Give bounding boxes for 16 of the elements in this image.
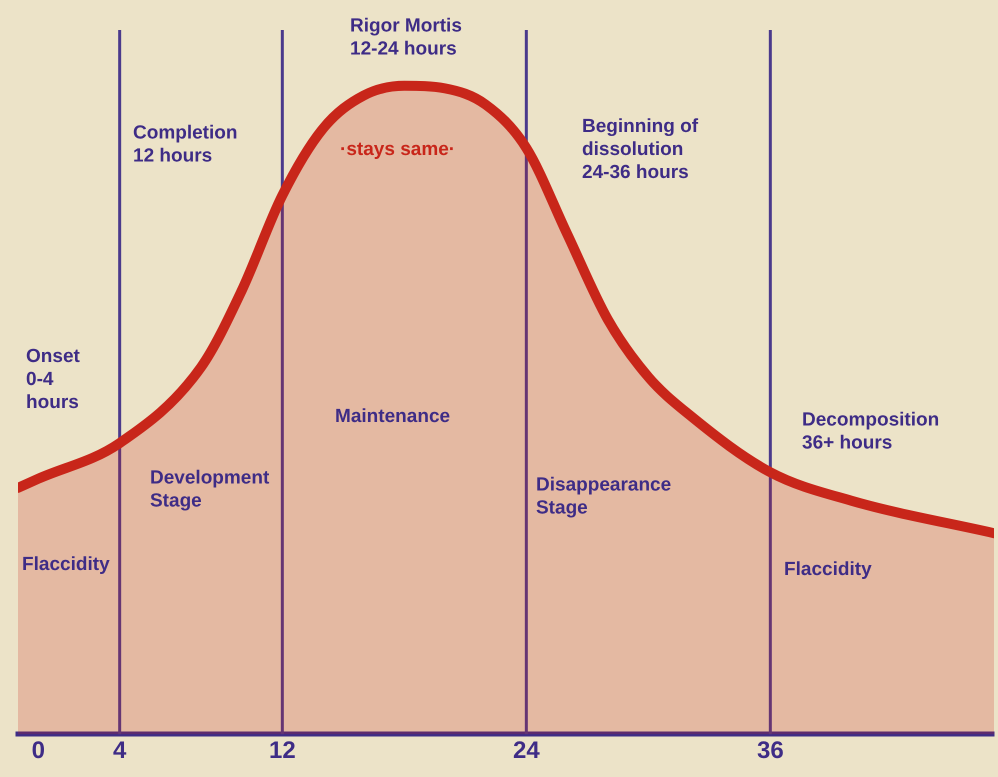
x-tick-label: 4 — [112, 737, 127, 764]
x-tick-label: 12 — [268, 737, 296, 764]
x-tick-label: 0 — [32, 737, 46, 764]
x-tick-label: 36 — [756, 737, 784, 764]
annotation: Flaccidity — [22, 554, 110, 576]
annotation: Flaccidity — [784, 559, 872, 580]
annotation: Completion 12 hours — [133, 122, 238, 167]
annotation: Beginning of dissolution 24-36 hours — [582, 116, 699, 184]
annotation: ·stays same· — [340, 139, 456, 160]
annotation: Maintenance — [335, 406, 450, 428]
annotation: Disappearance Stage — [536, 474, 672, 519]
x-tick-label: 24 — [512, 737, 540, 764]
annotation: Decomposition 36+ hours — [802, 410, 940, 454]
annotation: Development Stage — [150, 468, 270, 512]
text: Rigor Mortis 12-24 hours — [350, 16, 462, 60]
annotation: Onset 0-4 hours — [26, 346, 81, 414]
